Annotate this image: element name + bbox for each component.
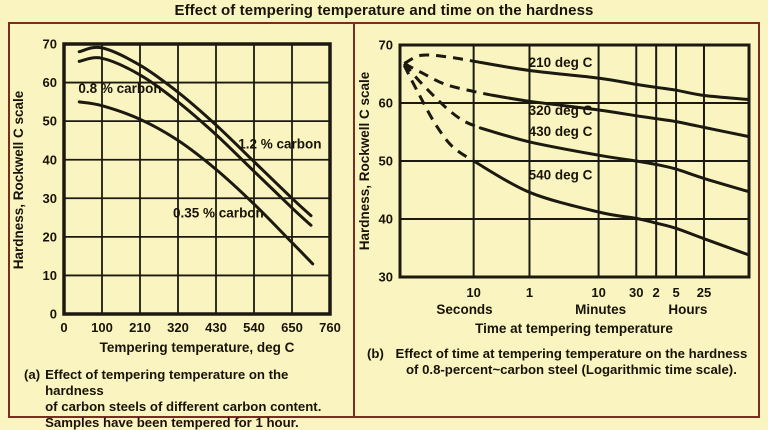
chart-b-xlabel: Time at tempering temperature	[475, 321, 673, 336]
x-tick-label: 25	[697, 285, 711, 300]
curve-dashed	[403, 53, 474, 65]
caption-a-line-3: Samples have been tempered for 1 hour.	[45, 414, 299, 430]
curve-label: 0.8 % carbon	[78, 81, 161, 96]
chart-a-ticks: 0 10 20 30 40 50 60 70 0 100 210 320 430 540 650 760	[43, 37, 341, 335]
chart-b-ticks: 30 40 50 60 70 10 1 10 30 2 5 25 Seconds Minutes Hours	[379, 38, 712, 317]
y-tick-label: 30	[43, 191, 57, 206]
panel-b: 30 40 50 60 70 10 1 10 30 2 5 25 Seconds Minutes Hours…	[355, 24, 760, 416]
x-tick-label: 0	[60, 320, 67, 335]
x-tick-label: 430	[205, 320, 227, 335]
x-group-label: Seconds	[436, 302, 492, 317]
content-frame: 0 10 20 30 40 50 60 70 0 100 210 320 430 540 650 760 1.…	[8, 22, 760, 430]
curve-dashed	[403, 62, 481, 130]
y-tick-label: 70	[43, 37, 57, 52]
caption-b-text: Effect of time at tempering temperature …	[389, 346, 754, 378]
plot-border	[398, 43, 751, 279]
curve-dashed	[402, 64, 475, 163]
chart-b-curve-labels: 210 deg C 320 deg C 430 deg C 540 deg C	[529, 55, 593, 183]
x-tick-label: 210	[129, 320, 151, 335]
x-tick-label: 5	[672, 285, 679, 300]
x-tick-label: 10	[591, 285, 605, 300]
y-tick-label: 60	[43, 75, 57, 90]
x-tick-label: 650	[281, 320, 303, 335]
curve-label: 540 deg C	[529, 168, 593, 183]
curve-label: 320 deg C	[529, 103, 593, 118]
x-tick-label: 100	[91, 320, 113, 335]
y-tick-label: 30	[379, 270, 393, 285]
chart-a-curve-labels: 1.2 % carbon 0.8 % carbon 0.35 % carbon	[78, 81, 321, 221]
caption-b: (b) Effect of time at tempering temperat…	[355, 340, 760, 378]
y-tick-label: 0	[50, 307, 57, 322]
chart-b-ylabel: Hardness, Rockwell C scale	[357, 71, 372, 250]
x-group-label: Minutes	[575, 302, 626, 317]
x-tick-label: 760	[319, 320, 341, 335]
caption-a-prefix: (a)	[24, 367, 41, 382]
page-title: Effect of tempering temperature and time…	[174, 2, 594, 19]
caption-b-prefix: (b)	[367, 346, 384, 361]
x-tick-label: 2	[653, 285, 660, 300]
y-tick-label: 10	[43, 268, 57, 283]
caption-a-line-2: of carbon steels of different carbon con…	[45, 398, 322, 414]
curve-0.8	[77, 56, 313, 227]
y-tick-label: 60	[379, 96, 393, 111]
chart-a-ylabel: Hardness, Rockwell C scale	[11, 90, 26, 269]
curve-solid	[472, 59, 751, 101]
caption-b-line-1: Effect of time at tempering temperature …	[395, 346, 748, 361]
caption-a: (a) Effect of tempering temperature on t…	[10, 360, 353, 430]
chart-b-grid	[398, 43, 751, 279]
curve-solid	[478, 126, 751, 194]
y-tick-label: 40	[43, 152, 57, 167]
x-tick-label: 10	[466, 285, 480, 300]
y-tick-label: 50	[379, 154, 393, 169]
caption-a-text: Effect of tempering temperature on the h…	[45, 367, 349, 430]
chart-b-curves	[402, 53, 751, 257]
caption-b-line-2: of 0.8-percent~carbon steel (Logarithmic…	[405, 361, 737, 377]
chart-b: 30 40 50 60 70 10 1 10 30 2 5 25 Seconds Minutes Hours…	[357, 38, 751, 336]
x-tick-label: 540	[243, 320, 265, 335]
curve-label: 430 deg C	[529, 124, 593, 139]
curve-1.2	[77, 45, 313, 218]
curve-0.35	[77, 100, 315, 266]
x-tick-label: 1	[526, 285, 533, 300]
chart-a-grid	[62, 42, 332, 316]
chart-a-curves	[77, 45, 315, 266]
y-tick-label: 50	[43, 114, 57, 129]
chart-a-xlabel: Tempering temperature, deg C	[100, 340, 295, 355]
chart-a: 0 10 20 30 40 50 60 70 0 100 210 320 430 540 650 760 1.…	[11, 37, 341, 355]
curve-solid	[485, 92, 751, 139]
curve-label: 0.35 % carbon	[173, 206, 264, 221]
y-tick-label: 20	[43, 229, 57, 244]
x-tick-label: 320	[167, 320, 189, 335]
panel-a: 0 10 20 30 40 50 60 70 0 100 210 320 430 540 650 760 1.…	[10, 24, 355, 430]
caption-a-line-1: Effect of tempering temperature on the h…	[45, 367, 289, 398]
plot-border	[62, 42, 332, 316]
x-tick-label: 30	[629, 285, 643, 300]
y-tick-label: 40	[379, 212, 393, 227]
curve-solid	[472, 159, 751, 257]
x-group-label: Hours	[668, 302, 707, 317]
y-tick-label: 70	[379, 38, 393, 53]
curve-label: 1.2 % carbon	[238, 136, 321, 151]
curve-label: 210 deg C	[529, 55, 593, 70]
